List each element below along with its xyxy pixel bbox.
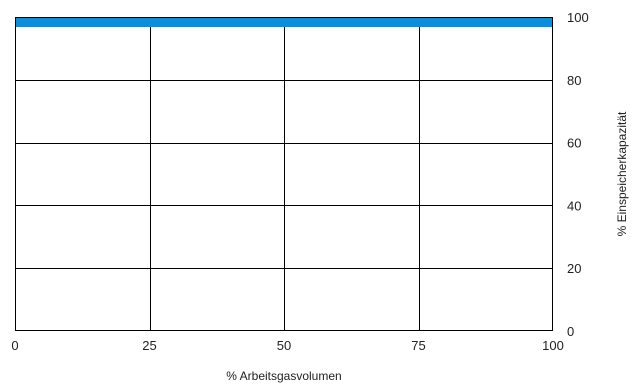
- x-tick-label: 50: [277, 338, 291, 353]
- x-tick-labels: 0 25 50 75 100: [11, 338, 563, 353]
- y-tick-label: 0: [567, 324, 574, 339]
- y-tick-label: 100: [567, 10, 589, 25]
- x-tick-label: 0: [11, 338, 18, 353]
- plot-frame: [15, 17, 553, 331]
- x-tick-label: 25: [142, 338, 156, 353]
- bar: [15, 17, 553, 28]
- x-axis-label: % Arbeitsgasvolumen: [226, 369, 341, 383]
- plot-border: [15, 17, 553, 331]
- y-axis-label: % Einspeicherkapazität: [615, 111, 629, 236]
- x-tick-label: 75: [411, 338, 425, 353]
- y-tick-labels: 0 20 40 60 80 100: [567, 10, 589, 339]
- y-tick-label: 60: [567, 136, 581, 151]
- y-tick-label: 20: [567, 261, 581, 276]
- y-tick-label: 80: [567, 73, 581, 88]
- y-tick-label: 40: [567, 198, 581, 213]
- bars: [15, 17, 553, 28]
- grid: [15, 17, 553, 331]
- x-tick-label: 100: [542, 338, 564, 353]
